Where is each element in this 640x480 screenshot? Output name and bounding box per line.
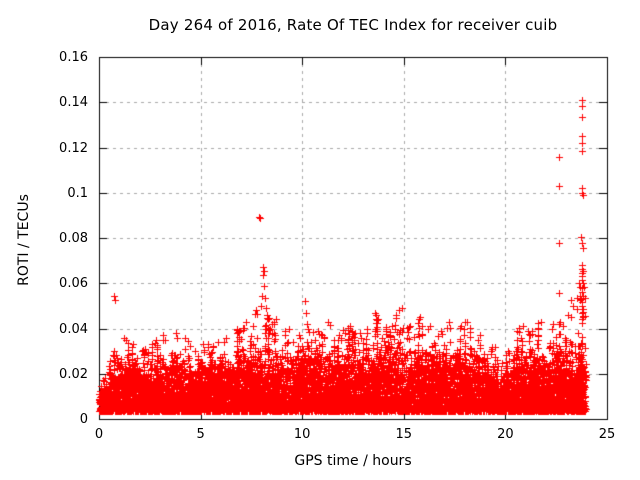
chart-title: Day 264 of 2016, Rate Of TEC Index for r… bbox=[148, 16, 558, 34]
y-tick-label: 0.16 bbox=[59, 50, 88, 65]
x-tick-label: 20 bbox=[497, 427, 514, 442]
y-tick-label: 0.02 bbox=[59, 366, 88, 382]
x-tick-label: 15 bbox=[395, 427, 413, 442]
y-tick-label: 0.08 bbox=[59, 231, 88, 246]
x-tick-label: 0 bbox=[94, 427, 104, 442]
x-tick-label: 10 bbox=[293, 427, 311, 442]
x-tick-label: 5 bbox=[196, 427, 205, 442]
x-axis-label: GPS time / hours bbox=[294, 453, 412, 469]
y-tick-label: 0.04 bbox=[59, 321, 88, 337]
x-tick-label: 25 bbox=[598, 427, 616, 442]
y-tick-label: 0.1 bbox=[67, 185, 88, 201]
y-tick-label: 0.14 bbox=[59, 95, 88, 111]
y-tick-label: 0 bbox=[79, 412, 88, 427]
y-tick-label: 0.12 bbox=[59, 140, 88, 156]
y-tick-label: 0.06 bbox=[59, 276, 88, 292]
